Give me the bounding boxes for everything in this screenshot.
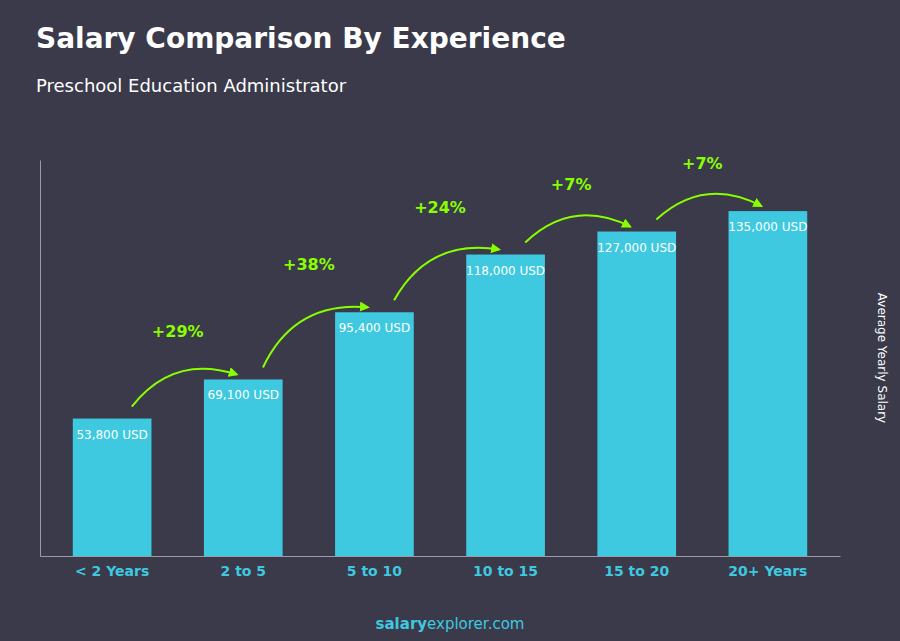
x-tick: 2 to 5 — [221, 556, 267, 579]
data-label: 53,800 USD — [76, 428, 147, 442]
x-tick-label: 15 to 20 — [604, 563, 669, 579]
annotation: +7% — [551, 175, 592, 194]
bar — [597, 232, 676, 556]
bar — [466, 255, 545, 556]
bars — [73, 211, 807, 556]
data-label: 127,000 USD — [597, 241, 676, 255]
annotations: +29% +38% +24% +7% +7% — [132, 154, 762, 406]
title: Salary Comparison By Experience — [36, 22, 566, 55]
arrow — [132, 369, 237, 407]
bar — [204, 379, 283, 556]
annotation: +38% — [283, 255, 335, 274]
bar — [729, 211, 808, 556]
x-tick: 5 to 10 — [347, 556, 403, 579]
data-labels: 53,800 USD 69,100 USD 95,400 USD 118,000 US… — [76, 220, 807, 441]
annotation: +7% — [682, 154, 723, 173]
arrow — [263, 307, 368, 368]
y-axis-line — [40, 161, 41, 557]
x-tick-label: 10 to 15 — [473, 563, 538, 579]
x-axis: < 2 Years 2 to 5 5 to 10 10 to 15 15 to 20 20… — [41, 556, 841, 579]
x-tick-label: < 2 Years — [75, 563, 149, 579]
arrow — [656, 194, 761, 220]
data-label: 135,000 USD — [728, 220, 807, 234]
subtitle: Preschool Education Administrator — [36, 75, 347, 96]
chart: Salary Comparison By Experience Preschool… — [0, 0, 900, 641]
x-tick: < 2 Years — [75, 556, 149, 579]
x-tick: 20+ Years — [728, 556, 807, 579]
footer-part: explorer.com — [427, 615, 524, 633]
x-tick: 15 to 20 — [604, 556, 669, 579]
x-tick: 10 to 15 — [473, 556, 538, 579]
annotation: +29% — [152, 322, 204, 341]
data-label: 118,000 USD — [466, 264, 545, 278]
annotation: +24% — [414, 198, 466, 217]
arrow — [394, 248, 499, 300]
data-label: 69,100 USD — [208, 388, 279, 402]
x-tick-label: 5 to 10 — [347, 563, 403, 579]
footer: salaryexplorer.com — [376, 615, 525, 633]
footer-part: salary — [376, 615, 428, 633]
arrow — [525, 215, 630, 242]
bar — [73, 419, 152, 556]
background — [0, 0, 900, 641]
x-tick-label: 20+ Years — [728, 563, 807, 579]
x-tick-label: 2 to 5 — [221, 563, 267, 579]
y-axis-label: Average Yearly Salary — [875, 293, 889, 423]
y-axis — [40, 161, 41, 557]
plot: < 2 Years 2 to 5 5 to 10 10 to 15 15 to 20 20… — [41, 154, 841, 579]
data-label: 95,400 USD — [339, 321, 410, 335]
bar — [335, 312, 414, 556]
x-axis-line — [41, 556, 841, 557]
